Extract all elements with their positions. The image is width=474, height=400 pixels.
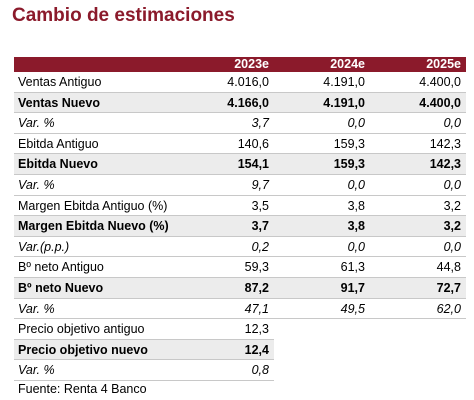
table-row: Var. % 47,1 49,5 62,0: [14, 299, 466, 320]
row-label: Bº neto Antiguo: [18, 260, 104, 275]
row-label: Precio objetivo antiguo: [18, 322, 145, 337]
table-cell: 0,0: [347, 116, 365, 131]
table-cell: 0,0: [347, 239, 365, 254]
table-cell: 3,8: [347, 219, 365, 234]
row-label: Precio objetivo nuevo: [18, 342, 148, 357]
title: Cambio de estimaciones: [12, 5, 235, 26]
table-cell: 87,2: [244, 281, 269, 295]
table-cell: 3,2: [443, 198, 461, 213]
row-label: Var. %: [18, 116, 55, 131]
row-label: Ventas Antiguo: [18, 75, 102, 89]
table-row: Ventas Antiguo 4.016,0 4.191,0 4.400,0: [14, 72, 466, 93]
row-label: Margen Ebitda Nuevo (%): [18, 219, 169, 234]
table-cell: 72,7: [436, 281, 461, 295]
table-row: Bº neto Nuevo 87,2 91,7 72,7: [14, 278, 466, 299]
row-label: Ebitda Nuevo: [18, 157, 98, 172]
row-label: Bº neto Nuevo: [18, 281, 104, 295]
table-row: Precio objetivo nuevo 12,4: [14, 339, 274, 361]
table-row: Var. % 0,8: [14, 360, 274, 381]
table-cell: 62,0: [436, 301, 461, 316]
table-cell: 47,1: [244, 301, 269, 316]
table-cell: 0,0: [443, 116, 461, 131]
table-cell: 61,3: [340, 260, 365, 275]
table-cell: 59,3: [244, 260, 269, 275]
table-cell: 9,7: [251, 178, 269, 192]
table-row: Bº neto Antiguo 59,3 61,3 44,8: [14, 257, 466, 278]
table-cell: 0,0: [347, 178, 365, 192]
header-cell: 2025e: [426, 57, 461, 71]
table-row: Margen Ebitda Antiguo (%) 3,5 3,8 3,2: [14, 196, 466, 217]
table-cell: 91,7: [340, 281, 365, 295]
row-label: Ebitda Antiguo: [18, 136, 99, 151]
table-cell: 0,0: [443, 178, 461, 192]
table-cell: 4.400,0: [419, 95, 461, 110]
table-cell: 0,2: [251, 239, 269, 254]
table-row: Ebitda Nuevo 154,1 159,3 142,3: [14, 154, 466, 175]
source: Fuente: Renta 4 Banco: [18, 382, 147, 396]
row-label: Ventas Nuevo: [18, 95, 100, 110]
table-row: Var. % 9,7 0,0 0,0: [14, 175, 466, 196]
table-row: Margen Ebitda Nuevo (%) 3,7 3,8 3,2: [14, 216, 466, 237]
table-cell: 4.400,0: [419, 75, 461, 89]
table-cell: 0,8: [251, 363, 269, 378]
table-cell: 140,6: [237, 136, 269, 151]
header-cell: 2023e: [234, 57, 269, 71]
table-cell: 3,7: [251, 219, 269, 234]
row-label: Var. %: [18, 363, 55, 378]
table-cell: 0,0: [443, 239, 461, 254]
table-cell: 142,3: [429, 136, 461, 151]
table-cell: 159,3: [333, 157, 365, 172]
table-row: Ventas Nuevo 4.166,0 4.191,0 4.400,0: [14, 92, 466, 114]
table-cell: 4.016,0: [227, 75, 269, 89]
table-row: Ebitda Antiguo 140,6 159,3 142,3: [14, 134, 466, 155]
header-cell: 2024e: [330, 57, 365, 71]
table-cell: 159,3: [333, 136, 365, 151]
table-cell: 4.191,0: [323, 75, 365, 89]
row-label: Margen Ebitda Antiguo (%): [18, 198, 168, 213]
table-cell: 12,3: [244, 322, 269, 337]
table-cell: 44,8: [436, 260, 461, 275]
table-cell: 3,7: [251, 116, 269, 131]
table-row: Var.(p.p.) 0,2 0,0 0,0: [14, 237, 466, 258]
table-cell: 12,4: [244, 342, 269, 357]
table-cell: 49,5: [340, 301, 365, 316]
row-label: Var. %: [18, 178, 55, 192]
table-cell: 3,8: [347, 198, 365, 213]
table-cell: 4.191,0: [323, 95, 365, 110]
table-row: Precio objetivo antiguo 12,3: [14, 319, 274, 340]
header-row: 2023e 2024e 2025e: [14, 57, 466, 72]
row-label: Var.(p.p.): [18, 239, 70, 254]
table-cell: 154,1: [237, 157, 269, 172]
row-label: Var. %: [18, 301, 55, 316]
table-cell: 142,3: [429, 157, 461, 172]
table-cell: 3,2: [443, 219, 461, 234]
table-row: Var. % 3,7 0,0 0,0: [14, 113, 466, 134]
table-cell: 4.166,0: [227, 95, 269, 110]
table-cell: 3,5: [251, 198, 269, 213]
